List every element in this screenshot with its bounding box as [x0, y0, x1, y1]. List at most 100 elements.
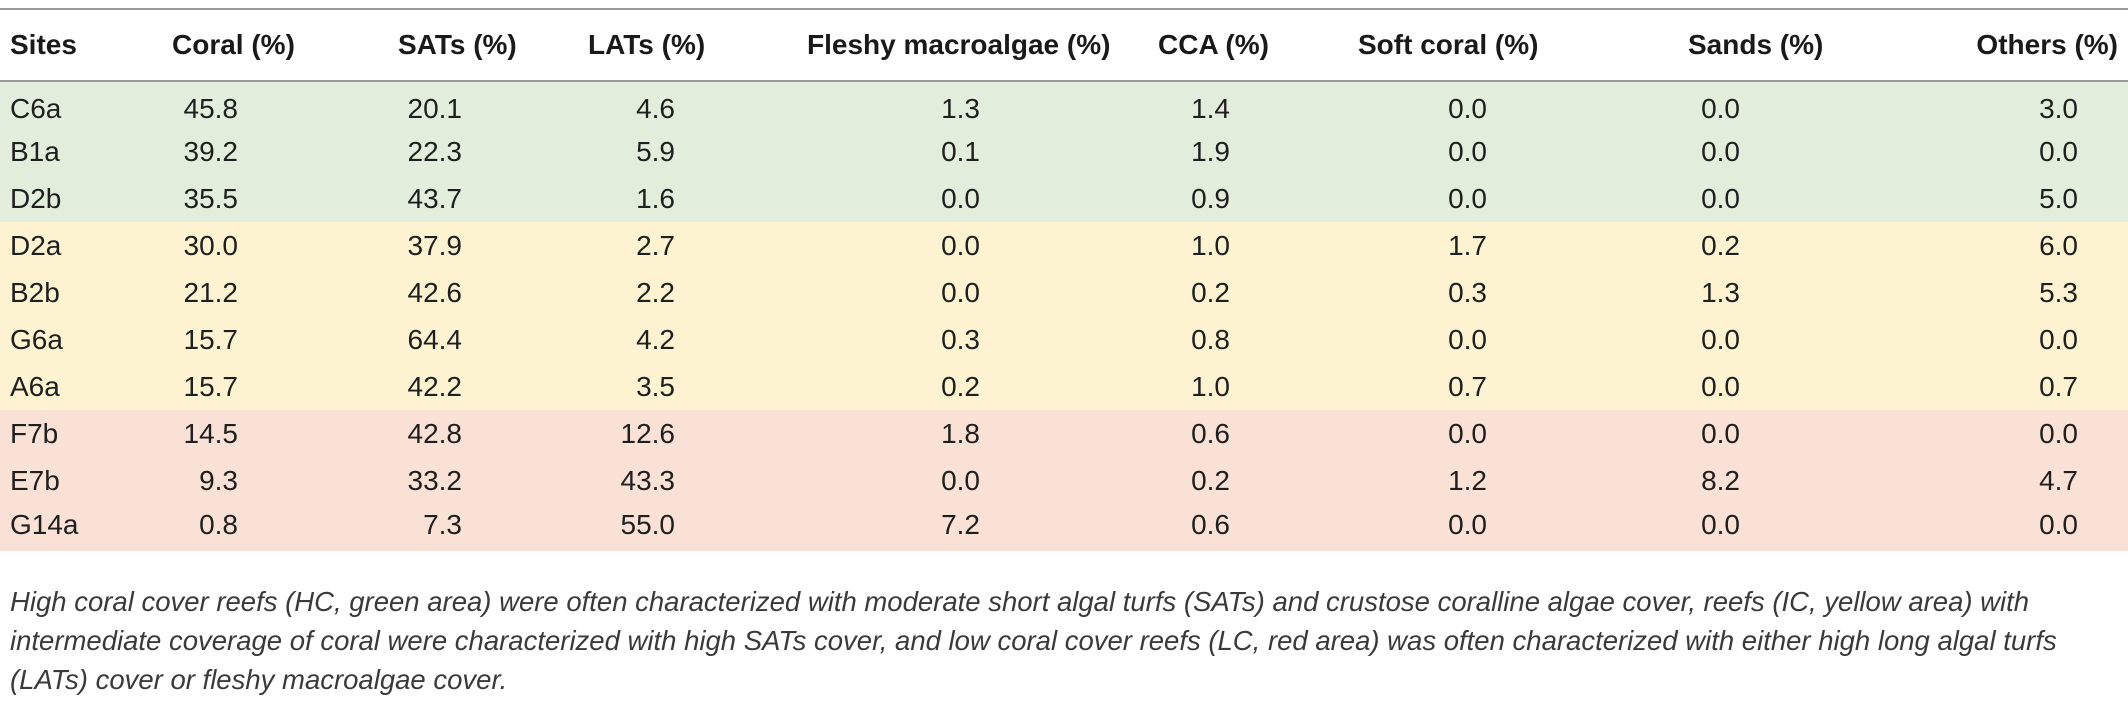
value-cell: 5.9 — [530, 128, 740, 175]
site-cell: D2a — [0, 222, 150, 269]
value-cell: 0.6 — [1100, 410, 1300, 457]
value-cell: 0.0 — [1850, 128, 2128, 175]
value-cell: 3.5 — [530, 363, 740, 410]
value-cell: 39.2 — [150, 128, 310, 175]
header-others: Others (%) — [1976, 29, 2118, 60]
value-cell: 0.0 — [740, 269, 1100, 316]
value-cell: 0.0 — [1610, 410, 1850, 457]
value-cell: 30.0 — [150, 222, 310, 269]
value-cell: 2.7 — [530, 222, 740, 269]
value-cell: 0.2 — [740, 363, 1100, 410]
value-cell: 4.6 — [530, 81, 740, 128]
value-cell: 42.8 — [310, 410, 530, 457]
value-cell: 64.4 — [310, 316, 530, 363]
value-cell: 43.3 — [530, 457, 740, 504]
value-cell: 21.2 — [150, 269, 310, 316]
value-cell: 0.8 — [150, 504, 310, 551]
value-cell: 15.7 — [150, 363, 310, 410]
value-cell: 0.1 — [740, 128, 1100, 175]
value-cell: 8.2 — [1610, 457, 1850, 504]
value-cell: 1.4 — [1100, 81, 1300, 128]
value-cell: 7.3 — [310, 504, 530, 551]
value-cell: 0.0 — [1610, 363, 1850, 410]
header-row: Sites Coral (%) SATs (%) LATs (%) Fleshy… — [0, 9, 2128, 81]
site-cell: A6a — [0, 363, 150, 410]
value-cell: 45.8 — [150, 81, 310, 128]
table-row: G6a 15.7 64.4 4.2 0.3 0.8 0.0 0.0 0.0 — [0, 316, 2128, 363]
header-sats: SATs (%) — [398, 29, 517, 60]
value-cell: 42.2 — [310, 363, 530, 410]
value-cell: 5.3 — [1850, 269, 2128, 316]
value-cell: 5.0 — [1850, 175, 2128, 222]
site-cell: G6a — [0, 316, 150, 363]
value-cell: 0.0 — [1610, 128, 1850, 175]
site-cell: C6a — [0, 81, 150, 128]
value-cell: 0.0 — [1610, 81, 1850, 128]
value-cell: 1.9 — [1100, 128, 1300, 175]
value-cell: 0.0 — [1300, 128, 1610, 175]
header-lats: LATs (%) — [588, 29, 706, 60]
value-cell: 14.5 — [150, 410, 310, 457]
value-cell: 0.9 — [1100, 175, 1300, 222]
value-cell: 0.0 — [740, 457, 1100, 504]
value-cell: 0.0 — [1300, 316, 1610, 363]
table-body: C6a 45.8 20.1 4.6 1.3 1.4 0.0 0.0 3.0 B1a 39.2 22.3… — [0, 81, 2128, 551]
value-cell: 0.0 — [1300, 175, 1610, 222]
table-row: G14a 0.8 7.3 55.0 7.2 0.6 0.0 0.0 0.0 — [0, 504, 2128, 551]
value-cell: 6.0 — [1850, 222, 2128, 269]
value-cell: 4.2 — [530, 316, 740, 363]
site-cell: E7b — [0, 457, 150, 504]
value-cell: 4.7 — [1850, 457, 2128, 504]
value-cell: 55.0 — [530, 504, 740, 551]
value-cell: 1.2 — [1300, 457, 1610, 504]
value-cell: 43.7 — [310, 175, 530, 222]
header-sites: Sites — [10, 29, 77, 60]
value-cell: 0.0 — [1300, 504, 1610, 551]
table-row: D2b 35.5 43.7 1.6 0.0 0.9 0.0 0.0 5.0 — [0, 175, 2128, 222]
table-row: E7b 9.3 33.2 43.3 0.0 0.2 1.2 8.2 4.7 — [0, 457, 2128, 504]
header-soft-coral: Soft coral (%) — [1358, 29, 1539, 60]
value-cell: 0.6 — [1100, 504, 1300, 551]
value-cell: 22.3 — [310, 128, 530, 175]
value-cell: 0.2 — [1100, 457, 1300, 504]
value-cell: 0.8 — [1100, 316, 1300, 363]
table-row: B2b 21.2 42.6 2.2 0.0 0.2 0.3 1.3 5.3 — [0, 269, 2128, 316]
site-cell: G14a — [0, 504, 150, 551]
value-cell: 1.0 — [1100, 363, 1300, 410]
value-cell: 37.9 — [310, 222, 530, 269]
site-cell: D2b — [0, 175, 150, 222]
value-cell: 0.0 — [1850, 316, 2128, 363]
site-cell: F7b — [0, 410, 150, 457]
site-cell: B1a — [0, 128, 150, 175]
value-cell: 9.3 — [150, 457, 310, 504]
value-cell: 35.5 — [150, 175, 310, 222]
value-cell: 0.0 — [1300, 410, 1610, 457]
value-cell: 33.2 — [310, 457, 530, 504]
value-cell: 0.3 — [740, 316, 1100, 363]
value-cell: 0.0 — [1610, 316, 1850, 363]
table-row: A6a 15.7 42.2 3.5 0.2 1.0 0.7 0.0 0.7 — [0, 363, 2128, 410]
value-cell: 3.0 — [1850, 81, 2128, 128]
value-cell: 12.6 — [530, 410, 740, 457]
value-cell: 0.0 — [1850, 410, 2128, 457]
value-cell: 0.0 — [1610, 175, 1850, 222]
table-row: C6a 45.8 20.1 4.6 1.3 1.4 0.0 0.0 3.0 — [0, 81, 2128, 128]
value-cell: 0.0 — [740, 222, 1100, 269]
header-cca: CCA (%) — [1158, 29, 1269, 60]
value-cell: 1.3 — [1610, 269, 1850, 316]
value-cell: 0.0 — [1610, 504, 1850, 551]
value-cell: 0.2 — [1100, 269, 1300, 316]
value-cell: 1.6 — [530, 175, 740, 222]
value-cell: 2.2 — [530, 269, 740, 316]
value-cell: 0.0 — [740, 175, 1100, 222]
value-cell: 1.3 — [740, 81, 1100, 128]
value-cell: 7.2 — [740, 504, 1100, 551]
table-header: Sites Coral (%) SATs (%) LATs (%) Fleshy… — [0, 9, 2128, 81]
value-cell: 0.0 — [1300, 81, 1610, 128]
value-cell: 0.0 — [1850, 504, 2128, 551]
site-cell: B2b — [0, 269, 150, 316]
value-cell: 15.7 — [150, 316, 310, 363]
value-cell: 1.7 — [1300, 222, 1610, 269]
value-cell: 0.7 — [1850, 363, 2128, 410]
